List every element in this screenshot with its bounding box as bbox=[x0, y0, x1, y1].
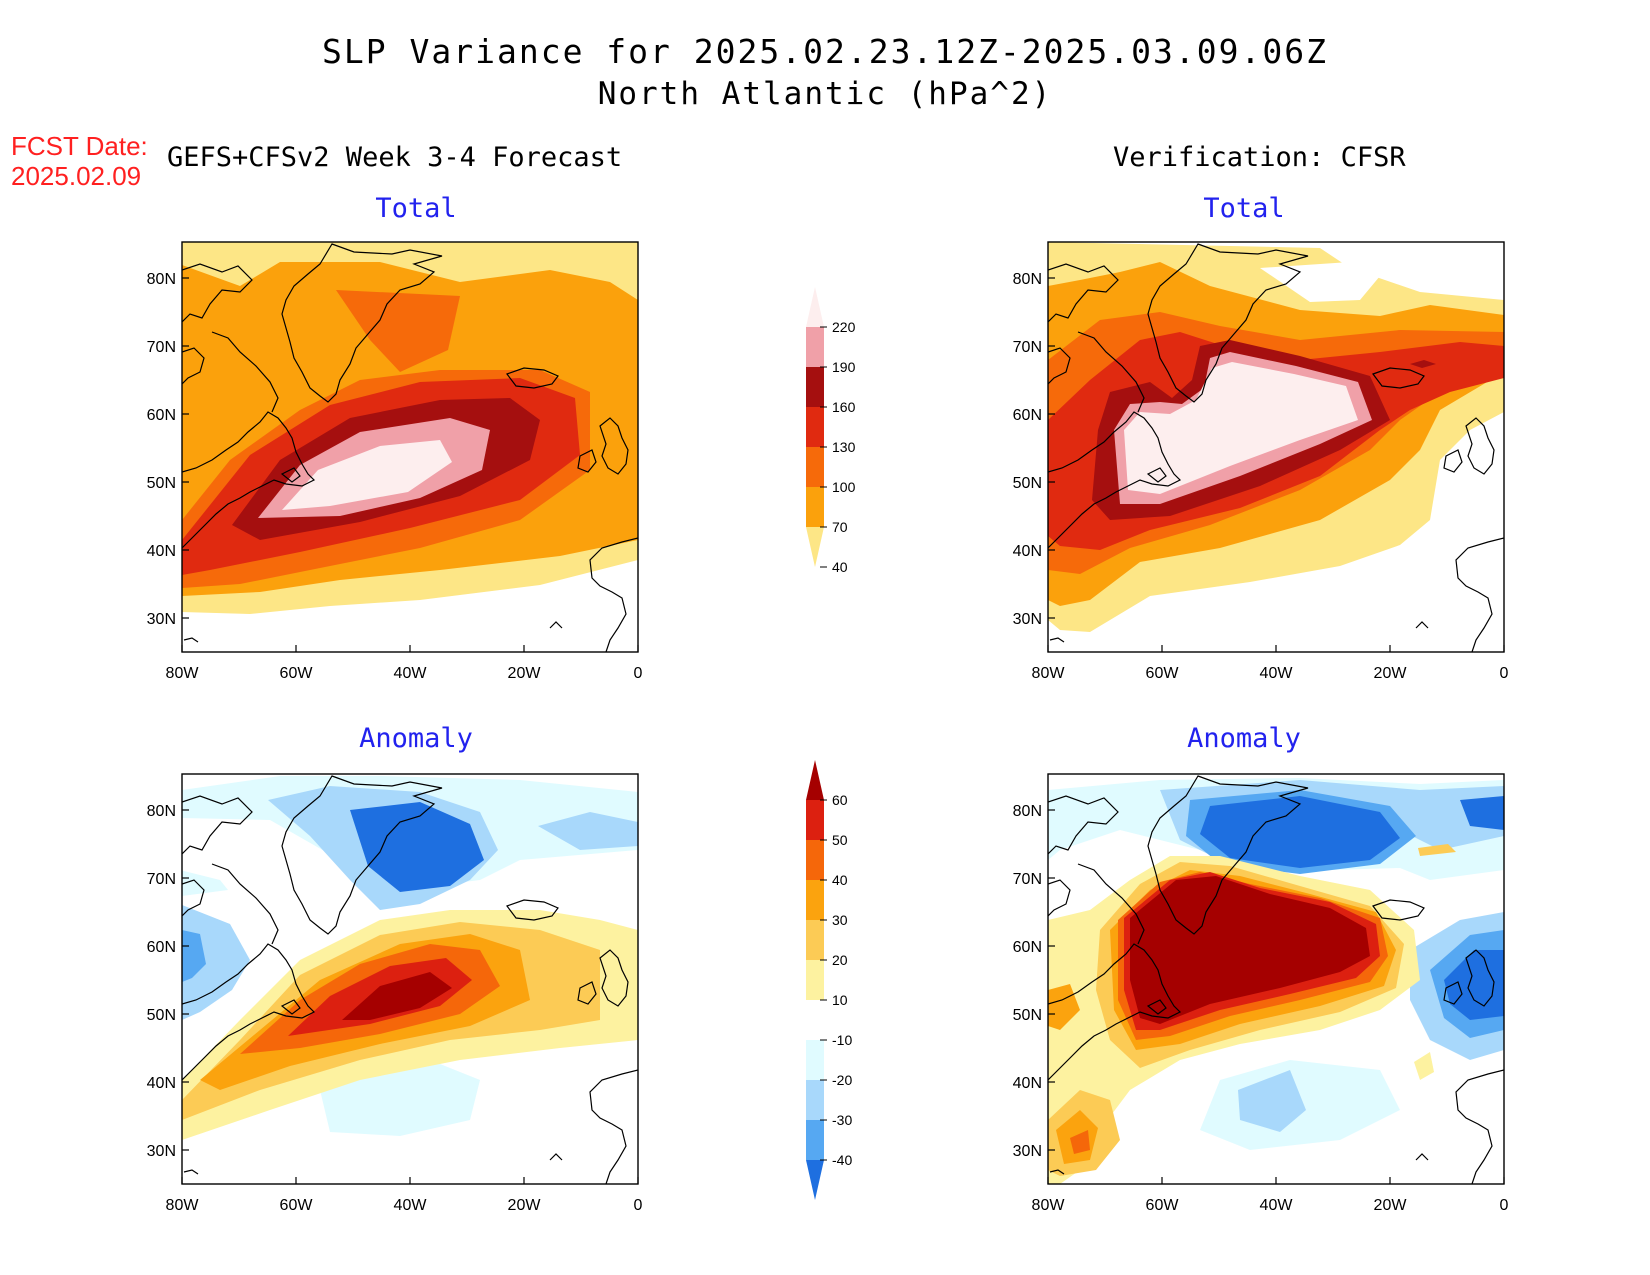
fcst-date-label: FCST Date: bbox=[11, 131, 148, 161]
colorbar-label: 20 bbox=[832, 952, 848, 968]
lat-tick-label: 80N bbox=[1013, 271, 1042, 288]
forecast-total-map bbox=[182, 242, 638, 652]
colorbar-label: 70 bbox=[832, 519, 848, 535]
verification-total-map bbox=[1048, 242, 1504, 652]
lat-tick-label: 60N bbox=[147, 407, 176, 424]
colorbar-label: 40 bbox=[832, 872, 848, 888]
lon-tick-label: 20W bbox=[508, 665, 542, 682]
lon-tick-label: 0 bbox=[1500, 665, 1509, 682]
panel-title-forecast-total: Total bbox=[375, 193, 457, 224]
colorbar-swatch bbox=[806, 287, 824, 327]
lat-tick-label: 50N bbox=[1013, 1007, 1042, 1024]
panel-title-forecast-anomaly: Anomaly bbox=[359, 723, 473, 754]
lat-tick-label: 50N bbox=[1013, 475, 1042, 492]
lat-tick-label: 40N bbox=[147, 1075, 176, 1092]
lat-tick-label: 70N bbox=[1013, 871, 1042, 888]
lat-tick-label: 30N bbox=[147, 611, 176, 628]
lat-tick-label: 50N bbox=[147, 1007, 176, 1024]
colorbar-swatch bbox=[806, 840, 824, 880]
colorbar-label: 10 bbox=[832, 992, 848, 1008]
lon-tick-label: 60W bbox=[1146, 665, 1180, 682]
lon-tick-label: 80W bbox=[166, 665, 200, 682]
lon-tick-label: 0 bbox=[634, 665, 643, 682]
colorbar-swatch bbox=[806, 487, 824, 527]
colorbar-swatch bbox=[806, 800, 824, 840]
fcst-date-value: 2025.02.09 bbox=[11, 161, 142, 191]
lat-tick-label: 80N bbox=[147, 271, 176, 288]
colorbar-swatch bbox=[806, 367, 824, 407]
colorbar-label: 60 bbox=[832, 792, 848, 808]
panel-title-verification-anomaly: Anomaly bbox=[1187, 723, 1301, 754]
colorbar-swatch bbox=[806, 1160, 824, 1200]
lon-tick-label: 40W bbox=[394, 665, 428, 682]
forecast-anomaly-map bbox=[182, 774, 638, 1184]
colorbar-swatch bbox=[806, 1000, 824, 1040]
lon-tick-label: 60W bbox=[1146, 1197, 1180, 1214]
colorbar-swatch bbox=[806, 1040, 824, 1080]
lat-tick-label: 70N bbox=[147, 339, 176, 356]
colorbar-label: -30 bbox=[832, 1112, 852, 1128]
colorbar-label: 100 bbox=[832, 479, 856, 495]
verification-header: Verification: CFSR bbox=[1113, 142, 1406, 173]
lon-tick-label: 40W bbox=[1260, 1197, 1294, 1214]
lon-tick-label: 40W bbox=[394, 1197, 428, 1214]
main-subtitle: North Atlantic (hPa^2) bbox=[597, 76, 1053, 112]
lat-tick-label: 70N bbox=[1013, 339, 1042, 356]
colorbar-swatch bbox=[806, 920, 824, 960]
colorbar-swatch bbox=[806, 527, 824, 567]
panel-title-verification-total: Total bbox=[1203, 193, 1285, 224]
lat-tick-label: 80N bbox=[147, 803, 176, 820]
colorbar-anomaly: 60 50 40 30 20 10 -10 -20 -30 -40 bbox=[806, 760, 852, 1200]
lat-tick-label: 40N bbox=[1013, 1075, 1042, 1092]
colorbar-label: 30 bbox=[832, 912, 848, 928]
lat-tick-label: 60N bbox=[1013, 939, 1042, 956]
forecast-header: GEFS+CFSv2 Week 3-4 Forecast bbox=[167, 142, 623, 173]
lon-tick-label: 60W bbox=[280, 1197, 314, 1214]
lon-tick-label: 20W bbox=[1374, 665, 1408, 682]
lat-tick-label: 50N bbox=[147, 475, 176, 492]
lon-tick-label: 80W bbox=[1032, 1197, 1066, 1214]
colorbar-label: -20 bbox=[832, 1072, 852, 1088]
lat-tick-label: 40N bbox=[1013, 543, 1042, 560]
colorbar-swatch bbox=[806, 1120, 824, 1160]
lon-tick-label: 20W bbox=[508, 1197, 542, 1214]
lon-tick-label: 60W bbox=[280, 665, 314, 682]
colorbar-label: -10 bbox=[832, 1032, 852, 1048]
lon-tick-label: 20W bbox=[1374, 1197, 1408, 1214]
colorbar-label: -40 bbox=[832, 1152, 852, 1168]
colorbar-label: 190 bbox=[832, 359, 856, 375]
lat-tick-label: 80N bbox=[1013, 803, 1042, 820]
colorbar-swatch bbox=[806, 760, 824, 800]
colorbar-swatch bbox=[806, 960, 824, 1000]
colorbar-swatch bbox=[806, 407, 824, 447]
colorbar-swatch bbox=[806, 1080, 824, 1120]
lat-tick-label: 60N bbox=[147, 939, 176, 956]
lat-tick-label: 40N bbox=[147, 543, 176, 560]
main-title: SLP Variance for 2025.02.23.12Z-2025.03.… bbox=[322, 32, 1328, 71]
colorbar-swatch bbox=[806, 447, 824, 487]
colorbar-total: 220 190 160 130 100 70 40 bbox=[806, 287, 856, 575]
lat-tick-label: 30N bbox=[1013, 611, 1042, 628]
colorbar-swatch bbox=[806, 327, 824, 367]
verification-anomaly-map bbox=[1048, 774, 1504, 1184]
colorbar-label: 160 bbox=[832, 399, 856, 415]
lat-tick-label: 30N bbox=[1013, 1143, 1042, 1160]
lat-tick-label: 30N bbox=[147, 1143, 176, 1160]
colorbar-label: 130 bbox=[832, 439, 856, 455]
lon-tick-label: 80W bbox=[166, 1197, 200, 1214]
lon-tick-label: 80W bbox=[1032, 665, 1066, 682]
colorbar-label: 50 bbox=[832, 832, 848, 848]
lat-tick-label: 70N bbox=[147, 871, 176, 888]
colorbar-label: 40 bbox=[832, 559, 848, 575]
colorbar-label: 220 bbox=[832, 319, 856, 335]
lon-tick-label: 0 bbox=[634, 1197, 643, 1214]
colorbar-swatch bbox=[806, 880, 824, 920]
lat-tick-label: 60N bbox=[1013, 407, 1042, 424]
lon-tick-label: 0 bbox=[1500, 1197, 1509, 1214]
lon-tick-label: 40W bbox=[1260, 665, 1294, 682]
